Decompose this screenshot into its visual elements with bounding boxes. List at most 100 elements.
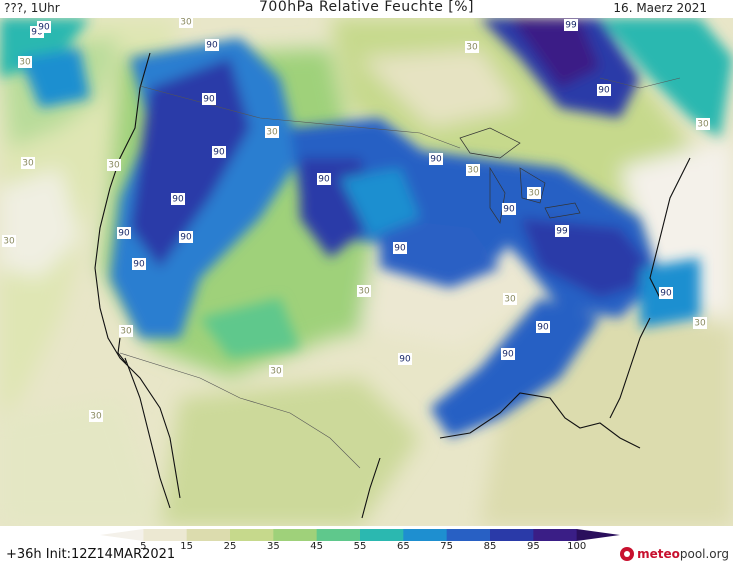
contour-label: 90 (203, 95, 215, 105)
contour-label-bg (2, 235, 16, 247)
map-title: 700hPa Relative Feuchte [%] (259, 0, 474, 15)
contour-label-bg (465, 41, 479, 53)
header: ???, 1Uhr 700hPa Relative Feuchte [%] 16… (0, 0, 733, 18)
humidity-map: 9090909090909090909090909090909090909999… (0, 18, 733, 526)
colorbar-tick-label: 75 (440, 541, 454, 552)
contour-label-bg (179, 231, 193, 243)
colorbar-swatch (490, 529, 534, 541)
contour-label-bg (527, 187, 541, 199)
contour-label-bg (398, 353, 412, 365)
contour-label: 30 (266, 128, 278, 138)
colorbar-swatch (273, 529, 318, 541)
init-time-label: +36h Init:12Z14MAR2021 (6, 547, 176, 562)
colorbar-swatch (100, 529, 144, 541)
contour-label: 30 (270, 367, 282, 377)
contour-label-bg (357, 285, 371, 297)
colorbar-swatch (186, 529, 231, 541)
contour-label-bg (317, 173, 331, 185)
coastlines (94, 52, 691, 519)
contour-label-bg (205, 39, 219, 51)
contour-label: 30 (466, 43, 478, 53)
footer: 5 15 25 35 45 55 65 75 85 95 100 +36h Init:12Z14MA… (0, 526, 733, 566)
contour-label-bg (696, 118, 710, 130)
contour-label: 30 (528, 189, 540, 199)
colorbar-tick-label: 45 (310, 541, 324, 552)
colorbar-tick-label: 35 (266, 541, 280, 552)
contour-label: 90 (503, 205, 515, 215)
contour-label: 90 (133, 260, 145, 270)
forecast-time-label: ???, 1Uhr (4, 1, 60, 15)
colorbar-swatch (360, 529, 404, 541)
contour-label-bg (119, 325, 133, 337)
brand-logo[interactable]: meteopool.org (620, 547, 729, 561)
contour-label-bg (693, 317, 707, 329)
contour-label-bg (502, 203, 516, 215)
contour-label: 30 (90, 412, 102, 422)
contour-label: 90 (430, 155, 442, 165)
colorbar (100, 529, 620, 541)
contour-label-bg (37, 21, 51, 33)
colorbar-tick-label: 55 (353, 541, 367, 552)
contour-label: 90 (502, 350, 514, 360)
contour-label: 30 (467, 166, 479, 176)
contour-label: 99 (556, 227, 568, 237)
colorbar-tick-label: 65 (396, 541, 410, 552)
contour-label: 30 (22, 159, 34, 169)
contour-label: 30 (697, 120, 709, 130)
contour-label: 30 (120, 327, 132, 337)
contour-label-bg (179, 18, 193, 28)
colorbar-swatch (576, 529, 620, 541)
logo-icon (620, 547, 635, 561)
colorbar-swatch (533, 529, 578, 541)
colorbar-swatch (143, 529, 188, 541)
contour-label: 99 (565, 21, 577, 31)
contour-label: 30 (358, 287, 370, 297)
contour-label: 30 (3, 237, 15, 247)
contour-label-bg (269, 365, 283, 377)
colorbar-swatch (446, 529, 491, 541)
contour-label: 90 (660, 289, 672, 299)
contour-label-bg (555, 225, 569, 237)
contour-label-bg (393, 242, 407, 254)
contour-label: 30 (108, 161, 120, 171)
contour-label: 90 (399, 355, 411, 365)
contour-label: 90 (213, 148, 225, 158)
colorbar-tick-label: 100 (567, 541, 587, 552)
lakes (459, 127, 581, 224)
contour-label-bg (132, 258, 146, 270)
contour-label: 90 (172, 195, 184, 205)
colorbar-tick-label: 85 (483, 541, 497, 552)
contour-label-bg (564, 19, 578, 31)
contour-label-bg (212, 146, 226, 158)
contour-label-bg (501, 348, 515, 360)
colorbar-tick-label: 25 (223, 541, 237, 552)
map-canvas: 9090909090909090909090909090909090909999… (0, 18, 733, 526)
colorbar-swatch (230, 529, 274, 541)
contour-label-bg (21, 157, 35, 169)
contour-label-bg (466, 164, 480, 176)
contour-label: 90 (537, 323, 549, 333)
contour-label-bg (107, 159, 121, 171)
contour-label: 90 (206, 41, 218, 51)
colorbar-swatch (316, 529, 361, 541)
contour-label-bg (659, 287, 673, 299)
contour-label-bg (597, 84, 611, 96)
colorbar-ticks: 5 15 25 35 45 55 65 75 85 95 100 (0, 541, 733, 555)
contour-label: 90 (118, 229, 130, 239)
contour-labels: 9090909090909090909090909090909090909999… (2, 18, 710, 422)
contour-label-bg (171, 193, 185, 205)
contour-label-bg (429, 153, 443, 165)
colorbar-swatch (403, 529, 448, 541)
contour-label-bg (117, 227, 131, 239)
valid-date-label: 16. Maerz 2021 (613, 1, 707, 15)
contour-label-bg (503, 293, 517, 305)
contour-label: 30 (19, 58, 31, 68)
colorbar-tick-label: 5 (140, 541, 147, 552)
colorbar-tick-label: 95 (526, 541, 540, 552)
contour-label-bg (265, 126, 279, 138)
brand-text: meteopool.org (637, 547, 729, 561)
contour-label-bg (536, 321, 550, 333)
contour-label: 30 (504, 295, 516, 305)
contour-label: 90 (180, 233, 192, 243)
colorbar-tick-label: 15 (180, 541, 194, 552)
